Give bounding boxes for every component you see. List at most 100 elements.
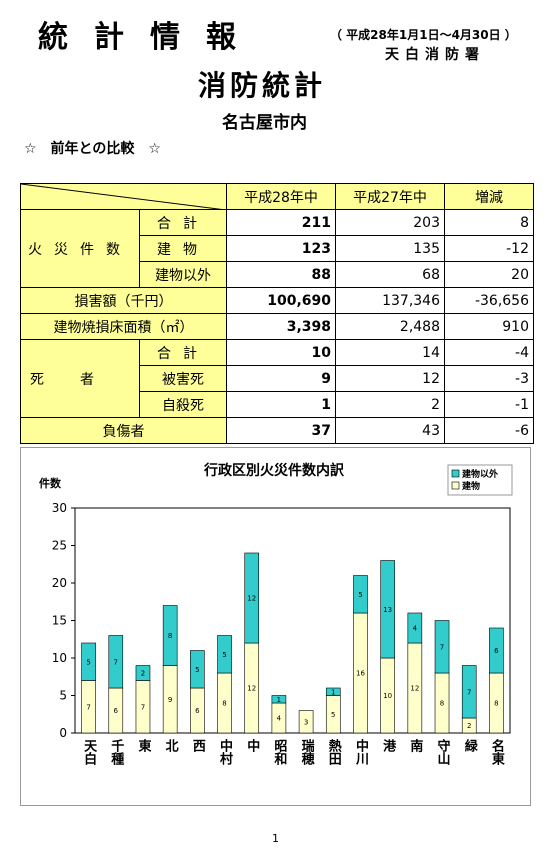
value-label: 5	[195, 666, 199, 674]
bar-segment	[217, 635, 232, 674]
page-number: 1	[272, 832, 279, 845]
cell: 3,398	[226, 313, 336, 340]
bar-segment	[461, 665, 477, 719]
value-label: 8	[168, 632, 172, 640]
y-tick-label: 25	[52, 539, 67, 553]
value-label: 7	[114, 658, 118, 666]
cell: 68	[335, 261, 445, 288]
value-label: 2	[467, 722, 471, 730]
cell: 12	[335, 365, 445, 392]
chart-title: 行政区別火災件数内訳	[203, 462, 345, 479]
bar-segment	[434, 620, 450, 674]
value-label: 8	[494, 700, 498, 708]
diagonal	[21, 184, 226, 210]
area: 名古屋市内	[222, 113, 307, 133]
cell: -6	[444, 417, 534, 444]
cell: 100,690	[226, 287, 336, 314]
chart: 行政区別火災件数内訳 件数 05101520253075天白67千種72東98北…	[20, 447, 531, 806]
bar-segment	[162, 605, 178, 666]
row-label: 損害額（千円）	[20, 287, 227, 314]
cell: 2	[335, 391, 445, 418]
y-tick-label: 0	[59, 726, 67, 740]
value-label: 9	[168, 696, 172, 704]
x-tick-label: 南	[407, 738, 423, 753]
x-tick-label: 緑	[462, 738, 478, 753]
cell: 20	[444, 261, 534, 288]
cell: 2,488	[335, 313, 445, 340]
y-tick-label: 15	[52, 614, 67, 628]
row-label: 建物焼損床面積（㎡）	[20, 313, 227, 340]
value-label: 12	[410, 685, 419, 693]
x-tick-label: 天白	[81, 739, 97, 766]
period: （ 平成28年1月1日～4月30日 ）	[330, 28, 517, 42]
x-tick-label: 守山	[435, 738, 451, 766]
bar-segment	[353, 575, 368, 614]
x-tick-label: 昭和	[271, 739, 287, 766]
row-label: 被害死	[139, 365, 227, 392]
cell: -3	[444, 365, 534, 392]
cell: 9	[226, 365, 336, 392]
row-label: 建物以外	[139, 261, 227, 288]
cell: 43	[335, 417, 445, 444]
value-label: 7	[467, 688, 471, 696]
cell: 1	[226, 391, 336, 418]
col-header: 増減	[444, 183, 534, 210]
bar-segment	[81, 642, 96, 681]
section: ☆ 前年との比較 ☆	[24, 141, 161, 157]
bar-segment	[135, 665, 151, 681]
cell: 88	[226, 261, 336, 288]
cell: 8	[444, 209, 534, 236]
cell: 910	[444, 313, 534, 340]
bar-segment	[271, 695, 287, 704]
value-label: 4	[413, 625, 418, 633]
value-label: 2	[141, 670, 145, 678]
y-tick-label: 10	[52, 651, 67, 665]
x-tick-label: 中	[244, 738, 260, 753]
value-label: 5	[86, 658, 90, 666]
value-label: 6	[195, 707, 200, 715]
x-tick-label: 中村	[217, 738, 233, 766]
value-label: 7	[141, 703, 145, 711]
value-label: 1	[331, 688, 335, 696]
value-label: 5	[358, 591, 362, 599]
value-label: 4	[277, 715, 282, 723]
cell: 203	[335, 209, 445, 236]
bar-segment	[244, 552, 260, 644]
subtitle: 消防統計	[198, 69, 327, 102]
bar-segment	[298, 710, 314, 734]
x-tick-label: 北	[163, 739, 179, 753]
value-label: 13	[383, 606, 392, 614]
cell: 135	[335, 235, 445, 262]
x-tick-label: 港	[380, 738, 396, 753]
x-tick-label: 中川	[353, 738, 370, 765]
value-label: 12	[247, 685, 256, 693]
legend-swatch	[451, 469, 460, 478]
value-label: 16	[356, 670, 365, 678]
value-label: 7	[86, 703, 90, 711]
y-axis-label: 件数	[39, 476, 62, 490]
y-tick-label: 30	[52, 501, 67, 515]
x-tick-label: 熱田	[326, 738, 342, 766]
group-label: 死者	[20, 339, 140, 418]
y-tick-label: 5	[59, 689, 67, 703]
value-label: 8	[222, 700, 226, 708]
cell: -36,656	[444, 287, 534, 314]
row-label: 建物	[139, 235, 227, 262]
row-label: 合計	[139, 209, 227, 236]
title: 統計情報	[38, 20, 262, 55]
bar-segment	[489, 627, 504, 674]
corner-cell	[20, 183, 227, 210]
legend-swatch	[451, 481, 460, 490]
value-label: 10	[383, 692, 392, 700]
bar-segment	[190, 650, 205, 689]
group-label: 火災件数	[20, 209, 140, 288]
cell: 123	[226, 235, 336, 262]
bar-segment	[407, 612, 423, 644]
value-label: 6	[114, 707, 119, 715]
bar-segment	[325, 687, 341, 696]
cell: 14	[335, 339, 445, 366]
cell: 137,346	[335, 287, 445, 314]
col-header: 平成28年中	[226, 183, 336, 210]
value-label: 3	[304, 718, 308, 726]
